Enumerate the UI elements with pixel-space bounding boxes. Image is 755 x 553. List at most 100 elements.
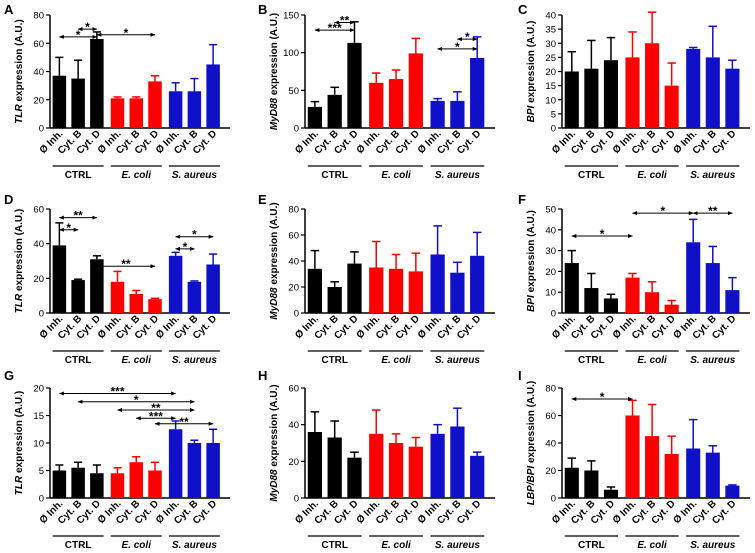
panel-letter: G (4, 368, 14, 383)
significance-label: * (134, 393, 139, 407)
bar (645, 43, 660, 128)
bar (71, 78, 85, 128)
bar (187, 91, 202, 128)
bar (625, 277, 640, 313)
significance-label: * (85, 20, 90, 34)
bar (327, 287, 342, 313)
panel-letter: E (258, 192, 267, 207)
panel-letter: H (258, 368, 267, 383)
y-axis-label-gene: BPI (526, 295, 537, 312)
bar (664, 454, 679, 498)
y-axis-label-gene: BPI (526, 105, 537, 122)
group-label: E. coli (122, 540, 152, 551)
group-label: CTRL (578, 355, 605, 366)
y-tick-label: 60 (288, 384, 299, 395)
group-label: CTRL (65, 170, 92, 181)
y-axis-label-gene: MyD88 (269, 97, 280, 130)
significance-label: * (192, 228, 197, 242)
significance-label: *** (149, 409, 163, 423)
bar (450, 272, 465, 313)
bar (52, 470, 67, 498)
y-tick-label: 60 (33, 39, 44, 50)
y-axis-label-unit: expression (A.U.) (526, 210, 537, 295)
significance-label: * (66, 221, 71, 235)
bar (645, 436, 660, 498)
significance-label: * (76, 28, 81, 42)
bar (725, 485, 740, 498)
y-tick-label: 80 (545, 384, 556, 395)
y-axis-label-unit: expression (A.U.) (14, 391, 25, 476)
y-axis-label-gene: MyD88 (269, 287, 280, 320)
bar (327, 437, 342, 498)
bar (664, 85, 679, 128)
bar (52, 75, 67, 128)
y-tick-label: 20 (33, 274, 44, 285)
bar (369, 82, 384, 128)
group-label: S. aureus (172, 170, 217, 181)
bar (148, 470, 162, 498)
bar (625, 57, 640, 128)
panel-letter: D (4, 192, 13, 207)
y-axis-label: LBP/BPI expression (A.U.) (526, 381, 537, 505)
y-tick-label: 60 (33, 205, 44, 216)
y-tick-label: 25 (545, 53, 556, 64)
y-tick-label: 10 (545, 288, 556, 299)
y-axis-label: TLR expression (A.U.) (14, 391, 25, 495)
y-tick-label: 40 (545, 225, 556, 236)
bar (564, 467, 579, 498)
bar (686, 48, 701, 128)
bar (110, 473, 125, 498)
y-tick-label: 15 (545, 81, 556, 92)
bar (584, 470, 599, 498)
group-label: E. coli (122, 170, 152, 181)
y-tick-label: 40 (288, 257, 299, 268)
bar (369, 267, 384, 313)
bar (52, 245, 67, 313)
bar (129, 98, 143, 128)
y-tick-label: 40 (33, 239, 44, 250)
group-label: CTRL (65, 355, 92, 366)
bar (603, 298, 619, 313)
y-tick-label: 10 (545, 95, 556, 106)
group-label: CTRL (321, 355, 348, 366)
y-tick-label: 0 (294, 309, 299, 320)
group-label: S. aureus (172, 355, 217, 366)
bar (450, 100, 465, 128)
y-tick-label: 20 (33, 384, 44, 395)
group-label: CTRL (321, 540, 348, 551)
y-tick-label: 0 (39, 124, 44, 135)
bar (347, 457, 362, 498)
group-label: CTRL (578, 170, 605, 181)
panel-letter: I (518, 368, 522, 383)
group-label: CTRL (578, 540, 605, 551)
bar (206, 264, 220, 313)
y-axis-label-gene: TLR (14, 104, 25, 124)
y-tick-label: 40 (545, 439, 556, 450)
bar (71, 280, 85, 313)
bar (564, 263, 579, 313)
y-axis-label: MyD88 expression (A.U.) (269, 202, 280, 319)
significance-label: * (661, 204, 666, 218)
significance-label: ** (708, 204, 718, 218)
y-tick-label: 80 (33, 11, 44, 22)
panel-letter: A (4, 2, 14, 17)
bar (625, 415, 640, 498)
y-axis-label-gene: LBP/BPI (526, 466, 537, 506)
group-label: S. aureus (172, 540, 217, 551)
bar (307, 432, 323, 498)
y-axis-label-unit: expression (A.U.) (269, 202, 280, 287)
y-tick-label: 20 (545, 466, 556, 477)
y-axis-label-gene: TLR (14, 293, 25, 313)
bar (388, 79, 404, 128)
y-tick-label: 20 (288, 283, 299, 294)
bar (470, 455, 485, 498)
group-label: E. coli (381, 170, 411, 181)
bar (388, 268, 404, 313)
bar (369, 433, 384, 498)
